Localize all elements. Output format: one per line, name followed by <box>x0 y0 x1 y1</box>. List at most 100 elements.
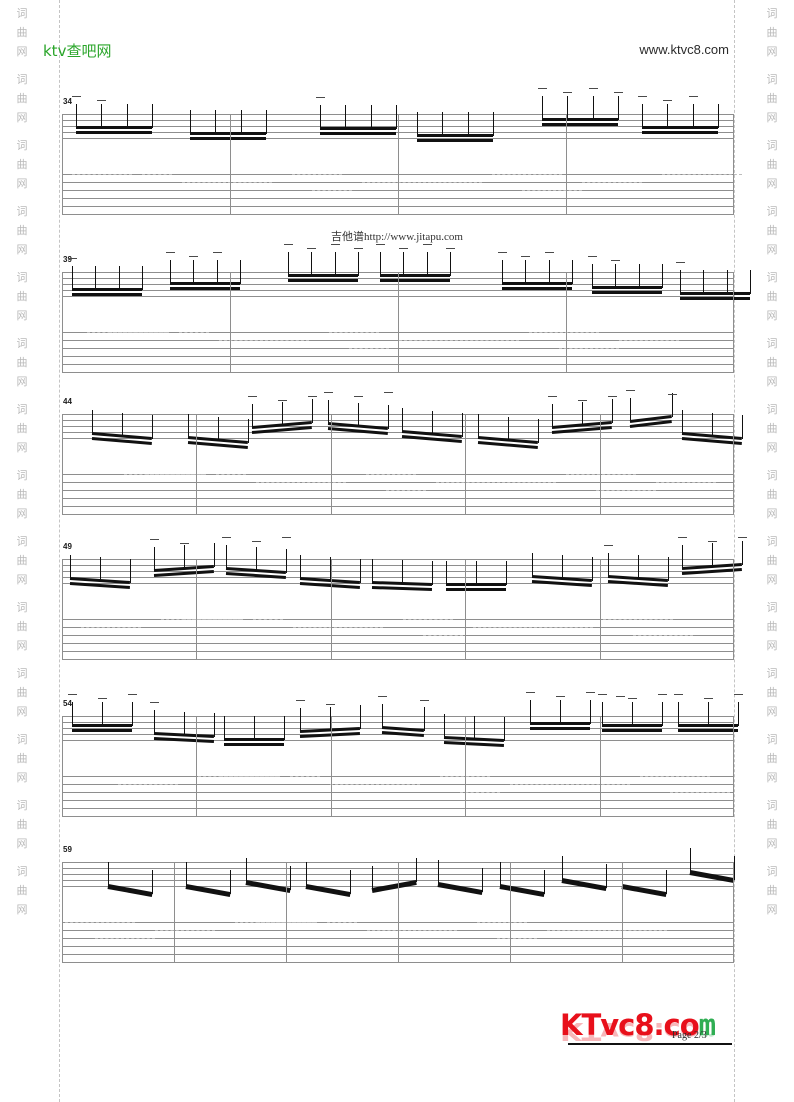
rhythm-staff-line <box>62 438 734 439</box>
barline <box>733 716 734 816</box>
tab-staff-line <box>62 816 734 817</box>
watermark-char: 词 <box>766 139 778 152</box>
beam <box>190 137 266 141</box>
note-stem <box>372 559 373 583</box>
note-stem <box>193 260 195 284</box>
barline <box>733 414 734 514</box>
barline <box>196 414 198 514</box>
tab-staff-line <box>62 498 734 499</box>
ledger-tick <box>284 244 293 245</box>
tab-staff-line <box>62 800 734 801</box>
barline <box>510 862 511 962</box>
note-stem <box>334 252 336 276</box>
watermark-char: 词 <box>16 337 28 350</box>
tab-number-remnant <box>182 182 272 183</box>
watermark-char: 网 <box>16 639 28 652</box>
beam <box>170 282 240 286</box>
watermark-char: 网 <box>766 309 778 322</box>
beam <box>320 132 396 136</box>
tablature-staff <box>62 776 734 824</box>
watermark-char: 曲 <box>766 92 778 105</box>
tab-staff-line <box>62 482 734 483</box>
ledger-tick <box>604 545 613 546</box>
ledger-tick <box>222 537 231 538</box>
watermark-char: 曲 <box>16 92 28 105</box>
music-system: 59 <box>62 845 735 970</box>
beam <box>371 586 433 592</box>
watermark-unit: 词曲网 <box>17 268 28 325</box>
beam <box>602 729 662 733</box>
tab-number-remnant <box>403 619 453 620</box>
tab-number-remnant <box>492 174 562 175</box>
watermark-char: 词 <box>16 535 28 548</box>
rhythm-staff-line <box>62 716 734 717</box>
watermark-char: 词 <box>16 7 28 20</box>
note-stem <box>642 104 643 128</box>
watermark-char: 网 <box>16 903 28 916</box>
site-url-right[interactable]: www.ktvc8.com <box>639 42 729 57</box>
watermark-unit: 词曲网 <box>17 730 28 787</box>
note-stem <box>742 415 743 439</box>
tab-number-remnant <box>547 930 667 931</box>
tab-number-remnant <box>510 784 630 785</box>
note-stem <box>582 401 583 426</box>
watermark-char: 词 <box>16 667 28 680</box>
watermark-unit: 词曲网 <box>767 730 778 787</box>
tab-number-remnant <box>633 635 693 636</box>
note-stem <box>467 112 469 136</box>
note-stem <box>592 96 594 120</box>
tab-number-remnant <box>327 922 357 923</box>
watermark-char: 网 <box>766 705 778 718</box>
ledger-tick <box>326 704 335 705</box>
note-stem <box>426 252 428 276</box>
beam <box>417 134 493 138</box>
note-stem <box>562 555 563 579</box>
beam <box>446 588 506 592</box>
ledger-tick <box>378 696 387 697</box>
ledger-tick <box>628 698 637 699</box>
barline <box>566 114 567 214</box>
site-brand-left[interactable]: ktv查吧网 <box>43 42 112 60</box>
note-stem <box>184 545 185 569</box>
ledger-tick <box>738 537 747 538</box>
note-stem <box>438 860 439 884</box>
tab-number-remnant <box>436 482 556 483</box>
tab-staff-line <box>62 792 734 793</box>
ledger-tick <box>616 696 625 697</box>
tablature-staff <box>62 474 734 522</box>
tab-number-remnant <box>253 619 283 620</box>
watermark-char: 词 <box>16 205 28 218</box>
watermark-char: 曲 <box>766 356 778 369</box>
watermark-char: 词 <box>766 799 778 812</box>
note-stem <box>328 400 329 424</box>
note-stem <box>618 96 619 120</box>
tab-number-remnant <box>216 474 246 475</box>
ledger-tick <box>563 92 573 93</box>
beam <box>72 288 142 292</box>
ktvc8-logo[interactable]: KTvc8.com <box>560 1008 716 1042</box>
ledger-tick <box>578 400 587 401</box>
barline <box>465 559 467 659</box>
watermark-char: 网 <box>16 177 28 190</box>
note-stem <box>742 541 743 565</box>
barline <box>733 559 734 659</box>
ledger-tick <box>498 252 507 253</box>
beam <box>417 139 493 143</box>
measure-number: 54 <box>63 699 72 708</box>
beam <box>380 279 450 283</box>
note-stem <box>608 553 609 577</box>
watermark-char: 曲 <box>16 26 28 39</box>
beam <box>72 724 132 728</box>
beam <box>678 724 738 728</box>
beam <box>288 274 358 278</box>
beam <box>288 279 358 283</box>
barline <box>398 272 399 372</box>
note-stem <box>72 702 73 726</box>
beam <box>446 583 506 587</box>
ledger-tick <box>446 248 455 249</box>
rhythm-staff-line <box>62 722 734 723</box>
ledger-tick <box>278 400 287 401</box>
note-stem <box>248 419 249 443</box>
barline <box>398 114 399 214</box>
watermark-unit: 词曲网 <box>767 466 778 523</box>
